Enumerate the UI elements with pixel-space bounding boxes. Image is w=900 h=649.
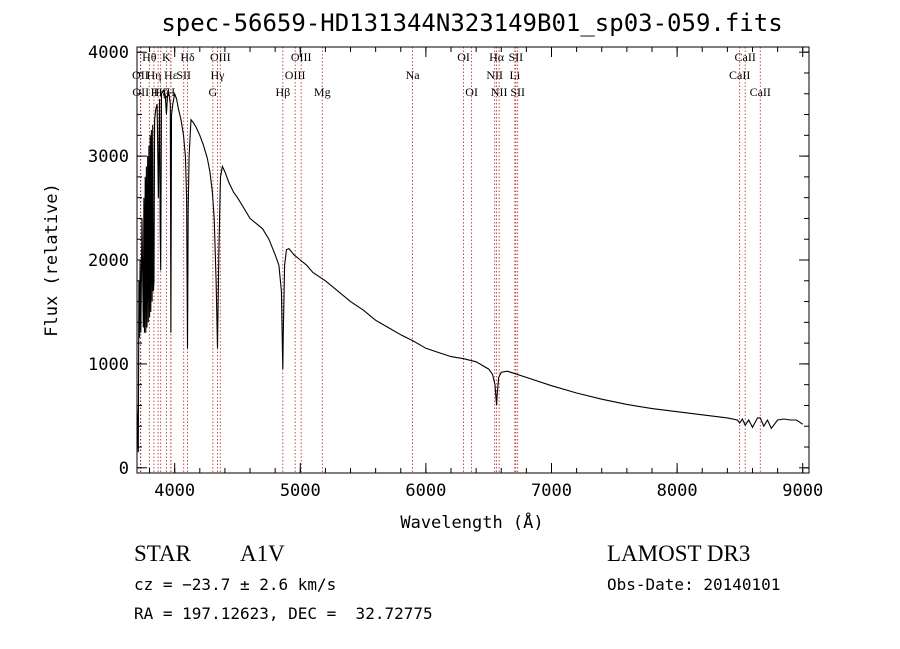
line-label-caii: CaII: [729, 68, 750, 82]
y-tick-label: 4000: [88, 43, 129, 63]
y-tick-label: 0: [119, 459, 129, 479]
line-label-oii: OII: [132, 85, 149, 99]
line-label-k: K: [162, 50, 171, 64]
line-label-hη: Hη: [146, 68, 161, 82]
line-label-oii: OII: [132, 68, 149, 82]
line-label-na: Na: [406, 68, 421, 82]
line-label-oi: OI: [457, 50, 470, 64]
line-label-mg: Mg: [314, 85, 331, 99]
obs-date: Obs-Date: 20140101: [607, 575, 780, 594]
line-label-h: H: [166, 85, 175, 99]
spectral-subclass: A1V: [240, 541, 285, 566]
line-label-oiii: OIII: [210, 50, 231, 64]
y-axis-label: Flux (relative): [42, 183, 62, 337]
line-label-sii: SII: [508, 50, 523, 64]
line-label-oiii: OIII: [291, 50, 312, 64]
x-axis-label: Wavelength (Å): [400, 511, 543, 533]
line-label-hθ: Hθ: [142, 50, 157, 64]
ra-dec-coords: RA = 197.12623, DEC = 32.72775: [134, 604, 433, 623]
line-label-nii: NII: [486, 68, 503, 82]
x-tick-label: 8000: [657, 481, 698, 501]
y-tick-label: 1000: [88, 355, 129, 375]
line-label-hβ: Hβ: [275, 85, 290, 99]
line-label-sii: SII: [176, 68, 191, 82]
y-axis-ticks: 0 1000 2000 3000 4000: [88, 43, 809, 479]
x-tick-label: 5000: [280, 481, 321, 501]
x-tick-label: 7000: [531, 481, 572, 501]
plot-frame: [136, 46, 810, 474]
x-axis-ticks: 4000 5000 6000 7000 8000 9000: [149, 47, 823, 501]
line-label-sii: SII: [510, 85, 525, 99]
line-markers: [139, 47, 761, 473]
x-tick-label: 6000: [405, 481, 446, 501]
spectrum-line: [136, 88, 804, 453]
chart-title: spec-56659-HD131344N323149B01_sp03-059.f…: [161, 9, 782, 37]
line-label-hε: Hε: [164, 68, 178, 82]
x-tick-label: 9000: [782, 481, 823, 501]
object-class: STAR: [134, 541, 192, 566]
line-label-caii: CaII: [750, 85, 771, 99]
line-label-hγ: Hγ: [211, 68, 226, 82]
line-label-g: G: [209, 85, 218, 99]
line-label-hδ: Hδ: [180, 50, 195, 64]
redshift-cz: cz = −23.7 ± 2.6 km/s: [134, 575, 336, 594]
line-label-li: Li: [509, 68, 520, 82]
line-label-oi: OI: [465, 85, 478, 99]
y-tick-label: 2000: [88, 251, 129, 271]
line-label-caii: CaII: [735, 50, 756, 64]
survey-name: LAMOST DR3: [607, 541, 750, 566]
line-label-nii: NII: [491, 85, 508, 99]
line-label-oiii: OIII: [285, 68, 306, 82]
line-marker-labels: OIIOIIHθHηHηHζKHεHSIIHδGHγOIIIHβOIIIOIII…: [132, 50, 771, 99]
y-tick-label: 3000: [88, 147, 129, 167]
line-label-hα: Hα: [489, 50, 505, 64]
x-tick-label: 4000: [154, 481, 195, 501]
